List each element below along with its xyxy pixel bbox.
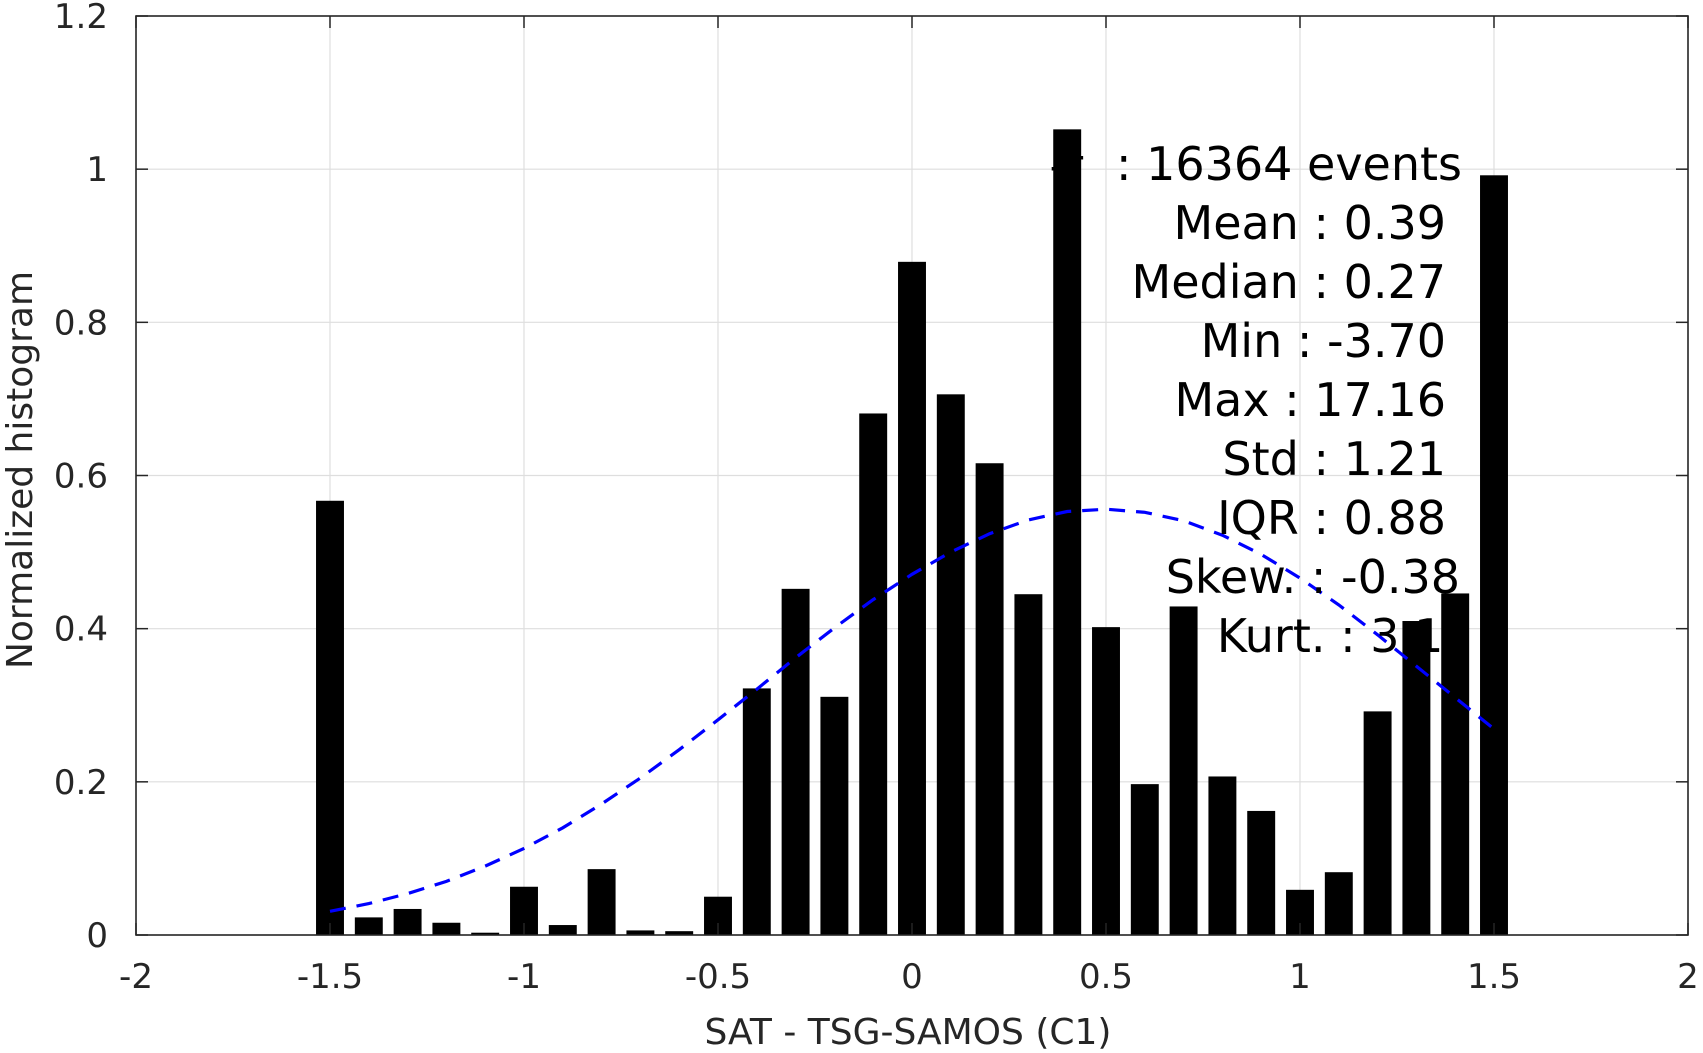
histogram-bar [1092,627,1120,935]
histogram-bar [1363,711,1392,935]
histogram-bar [1014,594,1043,935]
histogram-bar [1208,776,1237,935]
histogram-bar [665,931,694,935]
x-tick-label: 0 [901,957,923,997]
histogram-bar [626,930,655,935]
y-tick-label: 0.4 [54,610,108,650]
histogram-bar [1441,593,1470,935]
stat-line: Median : 0.27 [1132,255,1446,309]
x-tick-label: 1.5 [1467,957,1521,997]
stat-line: Min : -3.70 [1201,314,1446,368]
y-tick-label: 0.2 [54,763,108,803]
y-tick-label: 1.2 [54,0,108,37]
x-axis-label: SAT - TSG-SAMOS (C1) [705,1012,1112,1053]
fit-curve [329,507,1496,913]
histogram-bar [936,394,965,935]
histogram-bar [820,696,849,935]
histogram-bar [354,917,383,935]
histogram-bar [1053,129,1082,936]
stat-line: Kurt. : 3.1 [1217,609,1458,663]
stat-line: # : 16364 events [1048,137,1462,191]
histogram-bar [432,922,461,935]
stat-line: Skew. : -0.38 [1166,550,1460,604]
histogram-bar [393,908,422,935]
histogram-bar [1247,810,1276,935]
histogram-bar [1169,606,1198,935]
y-tick-label: 1 [86,150,108,190]
histogram-bar [316,500,344,935]
stat-line: Max : 17.16 [1174,373,1446,427]
histogram-bar [1130,784,1159,935]
stat-line: Mean : 0.39 [1174,196,1447,250]
histogram-bar [1480,175,1508,935]
histogram-bar [975,463,1004,935]
stat-line: IQR : 0.88 [1217,491,1446,545]
y-tick-label: 0.6 [54,457,108,497]
bars [316,129,1508,936]
histogram-bar [471,932,500,935]
x-tick-label: -0.5 [685,957,751,997]
stat-line: Std : 1.21 [1222,432,1446,486]
histogram-bar [859,413,888,935]
x-tick-label: -1.5 [297,957,363,997]
x-tick-label: 1 [1289,957,1311,997]
y-axis-label: Normalized histogram [0,271,41,669]
histogram-bar [548,925,577,935]
y-tick-label: 0.8 [54,303,108,343]
x-axis-ticks: -2 -1.5 -1 -0.5 0 0.5 1 1.5 2 [119,16,1699,997]
histogram-bar [587,869,616,935]
x-tick-label: 0.5 [1079,957,1133,997]
x-tick-label: -2 [119,957,153,997]
x-tick-label: 2 [1677,957,1699,997]
x-tick-label: -1 [507,957,541,997]
histogram-bar [1324,872,1353,935]
histogram-bar [742,688,771,935]
y-axis-ticks: 0 0.2 0.4 0.6 0.8 1 1.2 [54,0,1688,956]
histogram-bar [898,261,926,935]
histogram-bar [781,588,810,935]
y-tick-label: 0 [86,916,108,956]
